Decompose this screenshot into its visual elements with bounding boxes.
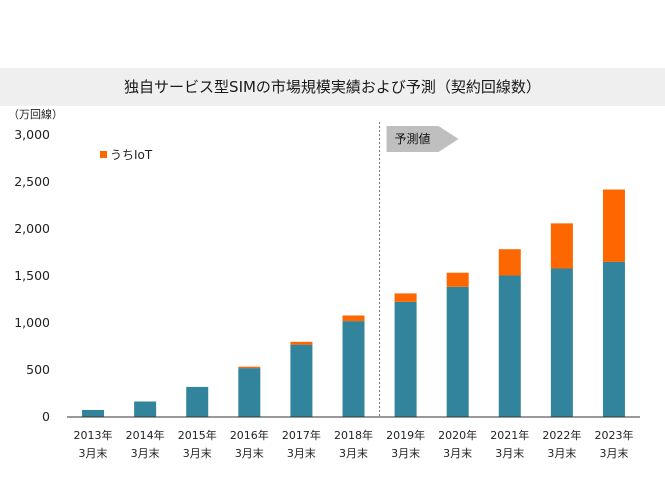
y-tick-label: 0 [42,409,50,424]
bar-segment-iot [238,366,261,369]
bar-segment-base [498,275,521,417]
x-tick-label-month: 3月末 [547,446,576,460]
x-tick-label-year: 2022年 [542,428,581,442]
x-tick-label-year: 2017年 [282,428,321,442]
title-band [0,68,665,106]
bar-segment-base [602,261,625,417]
x-tick-label-month: 3月末 [391,446,420,460]
bar-segment-base [446,286,469,417]
x-tick-label-year: 2015年 [178,428,217,442]
x-tick-label-month: 3月末 [495,446,524,460]
y-tick-label: 2,000 [14,221,50,236]
x-tick-label-year: 2016年 [230,428,269,442]
legend-swatch-iot [100,151,107,158]
bar-segment-iot [446,272,469,287]
x-tick-label-month: 3月末 [131,446,160,460]
bar-segment-iot [394,293,417,302]
x-tick-label-year: 2013年 [74,428,113,442]
forecast-label: 予測値 [395,131,431,146]
legend-label-iot: うちIoT [110,148,153,162]
x-tick-label-year: 2019年 [386,428,425,442]
x-tick-label-month: 3月末 [79,446,108,460]
x-tick-label-month: 3月末 [183,446,212,460]
x-tick-label-month: 3月末 [287,446,316,460]
x-tick-label-year: 2020年 [438,428,477,442]
bar-segment-base [82,409,105,417]
x-tick-label-year: 2014年 [126,428,165,442]
x-tick-label-month: 3月末 [339,446,368,460]
bar-segment-base [290,344,313,417]
bar-segment-base [550,268,573,417]
bar-segment-base [394,301,417,417]
x-tick-label-year: 2021年 [490,428,529,442]
bar-segment-base [186,386,209,417]
y-tick-label: 500 [26,362,50,377]
bar-segment-base [134,401,157,417]
chart-title: 独自サービス型SIMの市場規模実績および予測（契約回線数） [124,78,541,96]
forecast-arrow [386,126,459,152]
bar-segment-iot [290,341,313,345]
y-axis-unit-label: （万回線） [8,107,63,121]
x-tick-label-month: 3月末 [443,446,472,460]
bar-segment-iot [498,249,521,276]
x-tick-label-year: 2023年 [594,428,633,442]
x-tick-label-month: 3月末 [235,446,264,460]
bar-segment-iot [602,189,625,262]
y-tick-label: 3,000 [14,127,50,142]
bar-segment-iot [342,315,365,322]
x-tick-label-year: 2018年 [334,428,373,442]
bar-segment-base [238,368,261,417]
bar-segment-base [342,321,365,417]
y-tick-label: 2,500 [14,174,50,189]
y-tick-label: 1,500 [14,268,50,283]
bar-segment-iot [550,223,573,269]
x-tick-label-month: 3月末 [599,446,628,460]
y-tick-label: 1,000 [14,315,50,330]
